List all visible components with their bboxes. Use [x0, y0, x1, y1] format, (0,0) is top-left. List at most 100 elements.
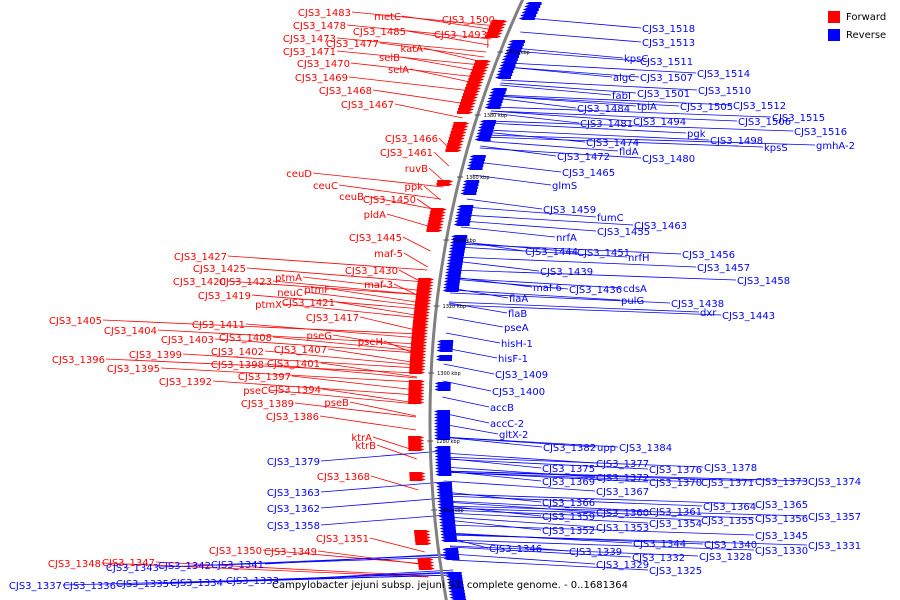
- leader-line: [512, 50, 640, 62]
- leader-line: [321, 388, 417, 404]
- forward-gene-label: ptmA: [275, 273, 302, 284]
- reverse-gene-label: CJS3_1507: [640, 73, 693, 84]
- reverse-gene-feature: [490, 88, 507, 91]
- reverse-gene-label: CJS3_1357: [808, 512, 861, 523]
- reverse-gene-label: CJS3_1363: [267, 488, 320, 499]
- reverse-gene-feature: [489, 91, 506, 94]
- leader-line: [444, 493, 755, 505]
- leader-line: [454, 260, 540, 272]
- forward-gene-feature: [408, 398, 425, 401]
- leader-line: [447, 316, 504, 328]
- reverse-gene-feature: [498, 67, 515, 70]
- reverse-gene-feature: [478, 126, 495, 129]
- reverse-gene-feature: [437, 506, 454, 509]
- forward-gene-feature: [488, 26, 505, 29]
- reverse-gene-feature: [455, 214, 472, 217]
- forward-gene-feature: [415, 542, 432, 545]
- reverse-gene-label: CJS3_1358: [267, 521, 320, 532]
- leader-line: [376, 444, 417, 460]
- forward-gene-feature: [411, 338, 428, 341]
- reverse-gene-feature: [439, 527, 456, 530]
- reverse-gene-label: CJS3_1342: [158, 561, 211, 572]
- forward-swatch: [828, 11, 840, 23]
- forward-gene-feature: [466, 84, 483, 87]
- reverse-gene-feature: [457, 205, 474, 208]
- reverse-gene-label: CJS3_1364: [703, 502, 756, 513]
- leader-line: [481, 140, 619, 152]
- forward-gene-label: CJS3_1397: [238, 372, 291, 383]
- forward-gene-label: CJS3_1469: [295, 73, 348, 84]
- reverse-gene-feature: [434, 422, 451, 425]
- forward-gene-feature: [447, 143, 464, 146]
- forward-gene-label: CJS3_1423: [219, 277, 272, 288]
- forward-gene-label: CJS3_1471: [283, 47, 336, 58]
- forward-gene-label: CJS3_1399: [129, 350, 182, 361]
- reverse-gene-label: CJS3_1379: [267, 457, 320, 468]
- reverse-gene-feature: [434, 452, 451, 455]
- leader-line: [320, 497, 446, 509]
- leader-line: [428, 167, 446, 183]
- reverse-gene-label: CJS3_1518: [642, 24, 695, 35]
- reverse-gene-feature: [509, 40, 526, 43]
- leader-line: [212, 380, 417, 396]
- forward-gene-label: CJS3_1477: [326, 39, 379, 50]
- leader-line: [492, 106, 772, 118]
- reverse-gene-label: CJS3_1513: [642, 38, 695, 49]
- reverse-gene-label: CJS3_1484: [577, 104, 630, 115]
- forward-gene-label: CJS3_1407: [274, 345, 327, 356]
- forward-gene-feature: [410, 347, 427, 350]
- forward-gene-feature: [409, 371, 426, 374]
- leader-line: [369, 537, 425, 553]
- leader-line: [443, 470, 808, 482]
- forward-gene-label: CJS3_1467: [341, 100, 394, 111]
- forward-gene-feature: [445, 149, 462, 152]
- forward-gene-feature: [413, 320, 430, 323]
- reverse-gene-feature: [434, 455, 451, 458]
- reverse-gene-label: cdsA: [623, 284, 647, 295]
- reverse-gene-label: nrfA: [556, 233, 577, 244]
- reverse-gene-feature: [434, 385, 451, 388]
- reverse-gene-label: CJS3_1335: [116, 579, 169, 590]
- reverse-gene-feature: [499, 64, 516, 67]
- leader-line: [445, 501, 596, 513]
- reverse-gene-feature: [448, 590, 465, 593]
- reverse-gene-label: CJS3_1510: [698, 86, 751, 97]
- reverse-gene-feature: [436, 355, 453, 358]
- leader-line: [445, 505, 808, 517]
- forward-gene-label: CJS3_1430: [345, 266, 398, 277]
- reverse-gene-feature: [434, 413, 451, 416]
- reverse-gene-feature: [461, 189, 478, 192]
- forward-gene-feature: [486, 32, 503, 35]
- forward-gene-feature: [408, 448, 425, 451]
- reverse-gene-feature: [480, 120, 497, 123]
- tick-label: 1260 kbp: [440, 508, 464, 514]
- reverse-gene-feature: [469, 155, 486, 158]
- reverse-gene-feature: [505, 49, 522, 52]
- forward-gene-label: CJS3_1466: [385, 134, 438, 145]
- forward-gene-label: pseB: [324, 398, 349, 409]
- leader-line: [445, 505, 542, 517]
- forward-gene-label: CJS3_1394: [268, 385, 321, 396]
- forward-gene-feature: [450, 131, 467, 134]
- reverse-gene-feature: [434, 464, 451, 467]
- reverse-gene-label: accC-2: [490, 419, 524, 430]
- leader-line: [279, 569, 454, 581]
- leader-line: [487, 120, 794, 132]
- reverse-gene-feature: [456, 208, 473, 211]
- reverse-gene-feature: [451, 235, 468, 238]
- leader-line: [446, 519, 542, 531]
- reverse-gene-feature: [442, 551, 459, 554]
- reverse-gene-feature: [496, 73, 513, 76]
- reverse-gene-label: CJS3_1339: [569, 547, 622, 558]
- forward-gene-label: CJS3_1401: [267, 359, 320, 370]
- reverse-gene-feature: [485, 103, 502, 106]
- leader-line: [370, 475, 419, 491]
- forward-gene-label: CJS3_1500: [442, 15, 495, 26]
- leader-line: [449, 540, 569, 552]
- leader-line: [479, 147, 642, 159]
- leader-line: [482, 136, 764, 148]
- leader-line: [480, 145, 557, 157]
- forward-gene-feature: [418, 564, 435, 567]
